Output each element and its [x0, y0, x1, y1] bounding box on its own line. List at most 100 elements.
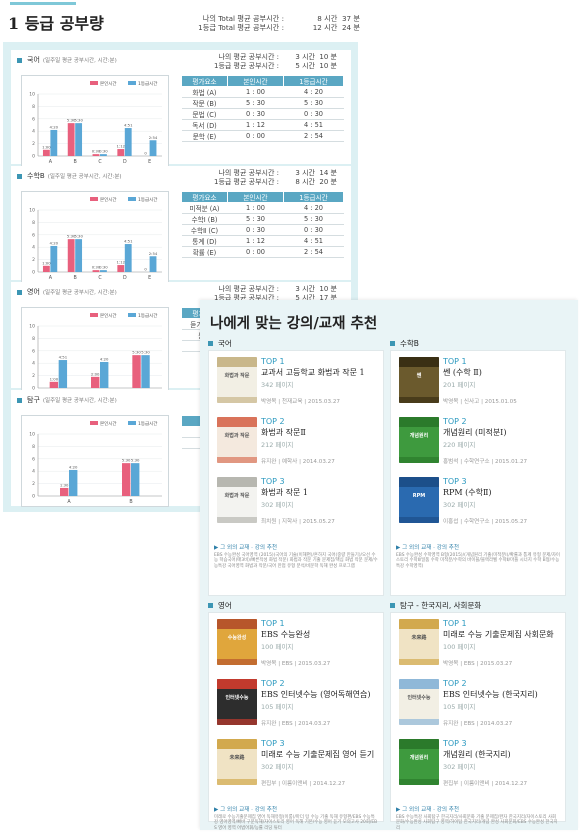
book-title-link[interactable]: 교과서 고등학교 화법과 작문 1	[261, 368, 365, 377]
book-cover-image[interactable]: 未来路	[399, 619, 439, 665]
book-title-link[interactable]: 미래로 수능 기출문제집 사회문화	[443, 630, 554, 639]
section-header: 영어	[208, 600, 232, 611]
legend-swatch-top	[128, 421, 136, 425]
book-meta: 유지완 | 예학사 | 2014.03.27	[261, 459, 335, 465]
x-tick-label: B	[74, 275, 77, 281]
book-title-link[interactable]: EBS 인터넷수능 (한국지리)	[443, 690, 538, 699]
book-meta: 홍범석 | 수학연구소 | 2015.01.27	[443, 459, 528, 465]
y-tick-label: 6	[32, 116, 35, 122]
study-time-table: 평가요소 본인시간 1등급시간 화법 (A) 1 : 00 4 : 20 작문 (B…	[181, 75, 344, 142]
book-title-link[interactable]: 개념원리 (미적분Ⅰ)	[443, 428, 507, 437]
more-recommendations-link[interactable]: ▶ 그 외의 교재 · 강의 추천	[396, 807, 460, 813]
cover-band	[217, 397, 257, 403]
table-row: 작문 (B) 5 : 30 5 : 30	[181, 97, 344, 109]
cover-band	[217, 719, 257, 725]
table-row: 문학 (E) 0 : 00 2 : 54	[181, 130, 344, 142]
more-recommendations-link[interactable]: ▶ 그 외의 교재 · 강의 추천	[214, 545, 278, 551]
section-header: 수학B	[390, 338, 419, 349]
data-label: 4:51	[59, 355, 68, 360]
book-title-link[interactable]: 화법과 작문Ⅱ	[261, 428, 306, 437]
cover-band	[399, 517, 439, 523]
book-title-link[interactable]: 미래로 수능 기출문제집 영어 듣기	[261, 750, 375, 759]
book-cover-image[interactable]: 수능완성	[217, 619, 257, 665]
book-title-link[interactable]: EBS 인터넷수능 (영어독해연습)	[261, 690, 371, 699]
more-recommendations-text: 미래로 수능기출문제집 영어 독해유형(이룸)/마더 텅 수능 기출 독해 유형…	[214, 815, 378, 831]
cover-text: 화법과 작문	[224, 493, 250, 499]
rec-section-math: 수학B 쎈 TOP 1 쎈 (수학 Ⅱ) 201 페이지 박영목 | 신사고 |…	[390, 338, 566, 596]
more-recommendations-link[interactable]: ▶ 그 외의 교재 · 강의 추천	[214, 807, 278, 813]
data-label: 5:30	[122, 458, 131, 463]
book-title-link[interactable]: EBS 수능완성	[261, 630, 311, 639]
book-cover-image[interactable]: 개념원리	[399, 739, 439, 785]
section-name: 수학B	[400, 339, 419, 348]
data-label: 5:30	[74, 118, 83, 123]
legend-label-top: 1등급시간	[138, 80, 157, 87]
table-cell: 0 : 00	[227, 246, 284, 258]
book-pages: 342 페이지	[261, 381, 294, 389]
cover-band	[217, 517, 257, 523]
book-cover-image[interactable]: 개념원리	[399, 417, 439, 463]
legend-label-mine: 본인시간	[100, 420, 117, 427]
legend-swatch-mine	[90, 81, 98, 85]
data-label: 2:54	[149, 251, 158, 256]
book-title-link[interactable]: RPM (수학Ⅱ)	[443, 488, 492, 497]
bar-mine	[60, 487, 69, 496]
book-cover-image[interactable]: 쎈	[399, 357, 439, 403]
book-meta: 박영목 | EBS | 2015.03.27	[261, 661, 331, 667]
book-cover-image[interactable]: 화법과 작문	[217, 417, 257, 463]
book-pages: 302 페이지	[261, 763, 294, 771]
book-title-link[interactable]: 화법과 작문 1	[261, 488, 308, 497]
column-header: 본인시간	[227, 75, 284, 87]
study-time-table: 평가요소 본인시간 1등급시간 미적분 (A) 1 : 00 4 : 20 수학Ⅰ …	[181, 191, 344, 258]
book-rank: TOP 2	[261, 679, 285, 688]
bar-top	[50, 245, 58, 272]
more-recommendations-text: EBS 수능완성 수학영역 B형(2015)/(개념원리 기출(미적분Ⅰ)/확률…	[396, 553, 560, 569]
book-cover-image[interactable]: 未来路	[217, 739, 257, 785]
bar-mine	[117, 149, 125, 156]
book-cover-image[interactable]: RPM	[399, 477, 439, 523]
recommendation-title: 나에게 맞는 강의/교재 추천	[210, 315, 378, 332]
bar-top	[75, 123, 83, 156]
bullet-square-icon	[208, 603, 213, 608]
cover-band	[399, 659, 439, 665]
data-label: 5:30	[74, 234, 83, 239]
table-row: 수학Ⅰ (B) 5 : 30 5 : 30	[181, 213, 344, 225]
bar-mine	[91, 376, 100, 388]
data-label: 5:30	[67, 234, 76, 239]
cover-band	[399, 679, 439, 689]
page-title: 1 등급 공부량	[8, 14, 104, 33]
bar-top	[100, 154, 107, 156]
y-tick-label: 2	[32, 373, 35, 379]
book-rank: TOP 2	[443, 679, 467, 688]
table-cell: 수학Ⅰ (B)	[181, 213, 228, 225]
bar-top	[58, 360, 68, 388]
book-cover-image[interactable]: 인터넷수능	[217, 679, 257, 725]
summary-value: 3 시간 10 분	[295, 285, 337, 293]
data-label: 0	[144, 267, 147, 272]
table-cell: 4 : 51	[283, 235, 344, 247]
book-cover-image[interactable]: 화법과 작문	[217, 477, 257, 523]
book-pages: 302 페이지	[443, 763, 476, 771]
section-header: 탐구 - 한국지리, 사회문화	[390, 600, 481, 611]
card-header: 영어 (일주일 평균 공부시간, 시간:분)	[17, 287, 117, 297]
book-cover-image[interactable]: 화법과 작문	[217, 357, 257, 403]
book-cover-image[interactable]: 인터넷수능	[399, 679, 439, 725]
summary-label: 1등급 평균 공부시간 :	[213, 177, 279, 186]
data-label: 5:30	[67, 118, 76, 123]
bar-mine	[122, 463, 131, 496]
cover-band	[217, 619, 257, 629]
bar-mine	[132, 355, 141, 388]
book-title-link[interactable]: 쎈 (수학 Ⅱ)	[443, 368, 482, 377]
cover-band	[399, 397, 439, 403]
bullet-square-icon	[17, 57, 22, 63]
legend-label-mine: 본인시간	[100, 80, 117, 87]
bar-top	[131, 463, 140, 496]
more-recommendations-link[interactable]: ▶ 그 외의 교재 · 강의 추천	[396, 545, 460, 551]
legend-swatch-top	[128, 313, 136, 317]
bar-chart-svg: 본인시간 1등급시간 0 2 4 6 8 10 1:30 4:20 A 5:30 5:30 B	[29, 420, 162, 505]
cover-text: 쎈	[416, 373, 422, 379]
table-header-row: 평가요소 본인시간 1등급시간	[181, 75, 344, 87]
data-label: 1:12	[117, 144, 126, 149]
book-title-link[interactable]: 개념원리 (한국지리)	[443, 750, 511, 759]
cover-band	[217, 679, 257, 689]
